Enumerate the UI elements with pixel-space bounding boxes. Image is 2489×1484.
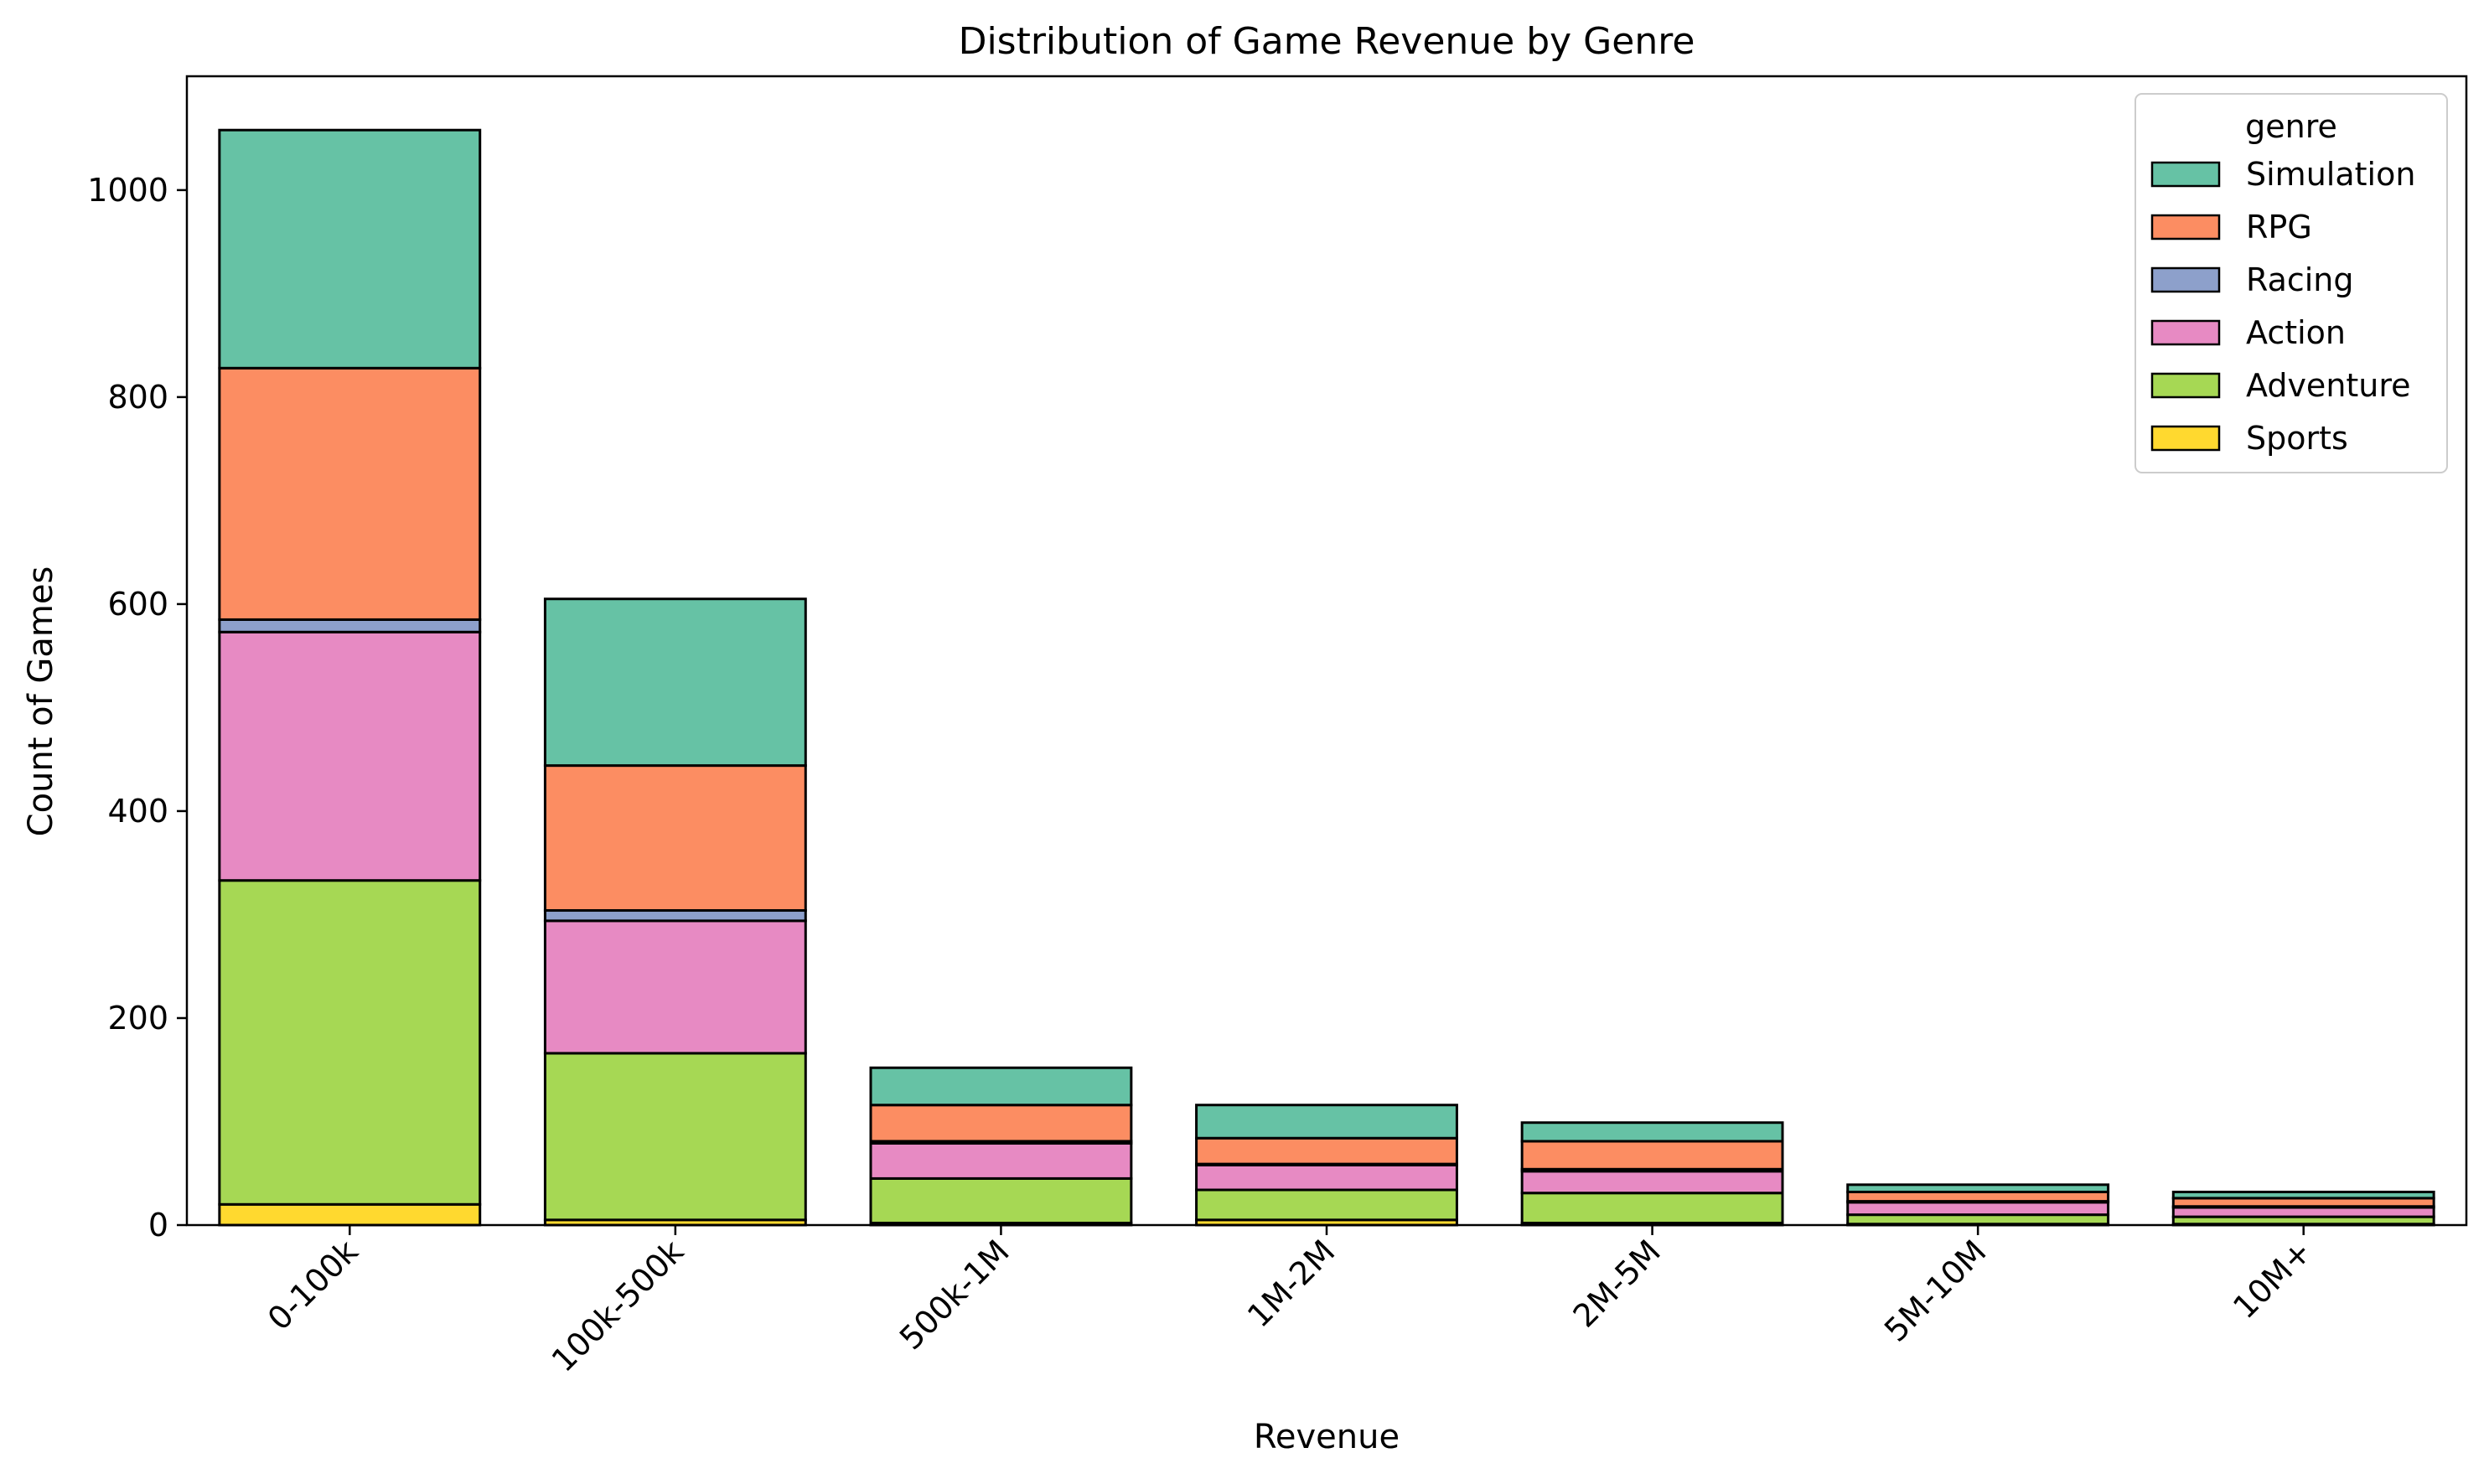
- bar-segment-action-5: [1846, 1201, 2110, 1217]
- y-axis-label: Count of Games: [22, 566, 60, 837]
- legend-label-action: Action: [2246, 314, 2346, 351]
- legend-label-adventure: Adventure: [2246, 367, 2411, 404]
- chart-title: Distribution of Game Revenue by Genre: [959, 20, 1695, 63]
- bar-segment-adventure-2: [869, 1176, 1133, 1225]
- bar-segment-simulation-3: [1195, 1104, 1458, 1140]
- legend-title: genre: [2245, 108, 2337, 145]
- legend-label-simulation: Simulation: [2246, 156, 2415, 193]
- y-tick-label: 200: [107, 1000, 168, 1037]
- bar-segment-simulation-6: [2171, 1190, 2435, 1200]
- bar-segment-racing-1: [543, 909, 807, 923]
- bar-segment-simulation-4: [1520, 1121, 1784, 1143]
- legend-label-sports: Sports: [2246, 420, 2348, 457]
- bars-layer: [218, 128, 2435, 1227]
- legend-swatch-adventure: [2150, 372, 2221, 399]
- bar-segment-action-4: [1520, 1170, 1784, 1195]
- bar-segment-racing-0: [218, 618, 482, 633]
- y-tick-label: 0: [148, 1207, 168, 1244]
- bar-segment-action-2: [869, 1141, 1133, 1180]
- bar-segment-rpg-0: [218, 366, 482, 621]
- bar-segment-simulation-1: [543, 597, 807, 768]
- legend-label-racing: Racing: [2246, 261, 2354, 298]
- legend-label-rpg: RPG: [2246, 209, 2312, 246]
- bar-segment-action-6: [2171, 1206, 2435, 1218]
- bar-segment-rpg-5: [1846, 1190, 2110, 1203]
- legend: genre Simulation RPG Racing Action Adventure S…: [2135, 93, 2448, 473]
- bar-segment-rpg-1: [543, 764, 807, 913]
- bar-segment-adventure-3: [1195, 1188, 1458, 1222]
- bar-segment-action-3: [1195, 1163, 1458, 1192]
- x-axis-label: Revenue: [1254, 1418, 1400, 1456]
- y-tick-label: 800: [107, 379, 168, 416]
- bar-segment-sports-0: [218, 1202, 482, 1227]
- legend-swatch-sports: [2150, 425, 2221, 452]
- bar-segment-adventure-5: [1846, 1213, 2110, 1226]
- bar-segment-adventure-0: [218, 879, 482, 1206]
- legend-swatch-simulation: [2150, 161, 2221, 188]
- bar-segment-simulation-5: [1846, 1183, 2110, 1193]
- bar-segment-simulation-2: [869, 1066, 1133, 1107]
- bar-segment-rpg-4: [1520, 1140, 1784, 1171]
- legend-swatch-racing: [2150, 266, 2221, 293]
- legend-swatch-action: [2150, 319, 2221, 346]
- y-tick-label: 400: [107, 793, 168, 830]
- y-tick-label: 600: [107, 586, 168, 623]
- y-tick-label: 1000: [87, 172, 168, 209]
- legend-swatch-rpg: [2150, 214, 2221, 240]
- bar-segment-adventure-1: [543, 1052, 807, 1222]
- bar-segment-action-0: [218, 630, 482, 882]
- bar-segment-rpg-2: [869, 1104, 1133, 1143]
- bar-segment-adventure-4: [1520, 1192, 1784, 1225]
- bar-segment-simulation-0: [218, 128, 482, 370]
- bar-segment-rpg-3: [1195, 1136, 1458, 1166]
- bar-segment-action-1: [543, 919, 807, 1055]
